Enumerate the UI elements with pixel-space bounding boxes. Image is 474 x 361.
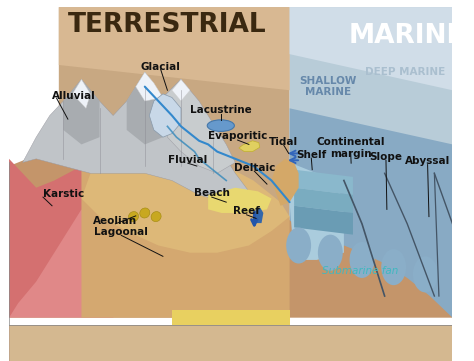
Polygon shape xyxy=(208,188,272,213)
Polygon shape xyxy=(59,7,290,224)
Polygon shape xyxy=(290,7,453,90)
Text: Beach: Beach xyxy=(194,188,230,199)
Polygon shape xyxy=(127,72,163,144)
Polygon shape xyxy=(82,152,290,253)
Ellipse shape xyxy=(413,256,438,292)
Text: Alluvial: Alluvial xyxy=(52,91,96,101)
Polygon shape xyxy=(136,72,163,101)
Polygon shape xyxy=(294,188,353,213)
Text: Submarine fan: Submarine fan xyxy=(321,266,398,277)
Ellipse shape xyxy=(207,120,234,131)
Text: DEEP MARINE: DEEP MARINE xyxy=(365,67,445,77)
Ellipse shape xyxy=(286,227,311,264)
Polygon shape xyxy=(23,72,254,202)
Polygon shape xyxy=(290,7,453,318)
Text: Reef: Reef xyxy=(233,206,260,216)
Text: Fluvial: Fluvial xyxy=(168,155,208,165)
Polygon shape xyxy=(9,159,100,318)
Polygon shape xyxy=(59,7,290,90)
Text: TERRESTRIAL: TERRESTRIAL xyxy=(68,12,267,38)
Polygon shape xyxy=(149,94,181,137)
Polygon shape xyxy=(253,208,264,223)
Text: Glacial: Glacial xyxy=(141,62,181,72)
Polygon shape xyxy=(64,79,100,144)
Ellipse shape xyxy=(128,212,138,222)
Text: Abyssal: Abyssal xyxy=(405,156,450,166)
Polygon shape xyxy=(294,170,353,195)
Polygon shape xyxy=(172,310,290,325)
Polygon shape xyxy=(172,79,190,101)
Polygon shape xyxy=(272,159,299,206)
Text: MARINE: MARINE xyxy=(349,23,465,49)
Polygon shape xyxy=(163,79,235,173)
Polygon shape xyxy=(294,206,353,235)
Polygon shape xyxy=(239,141,260,152)
Polygon shape xyxy=(290,108,453,318)
Ellipse shape xyxy=(381,249,406,285)
Polygon shape xyxy=(290,162,344,260)
Text: Lacustrine: Lacustrine xyxy=(190,105,252,115)
Text: Deltaic: Deltaic xyxy=(234,162,275,173)
Text: Evaporitic: Evaporitic xyxy=(208,131,267,142)
Polygon shape xyxy=(82,162,290,318)
Text: Shelf: Shelf xyxy=(296,149,327,160)
Ellipse shape xyxy=(318,235,343,271)
Ellipse shape xyxy=(349,242,374,278)
Polygon shape xyxy=(9,209,127,318)
Text: Karstic: Karstic xyxy=(43,189,84,199)
Polygon shape xyxy=(9,134,453,318)
Text: Aeolian: Aeolian xyxy=(93,216,137,226)
Polygon shape xyxy=(9,325,453,361)
Text: Tidal: Tidal xyxy=(269,136,298,147)
Ellipse shape xyxy=(140,208,150,218)
Text: Continental
margin: Continental margin xyxy=(317,137,385,159)
Text: SHALLOW
MARINE: SHALLOW MARINE xyxy=(300,76,357,97)
Ellipse shape xyxy=(151,212,161,222)
Text: Slope: Slope xyxy=(369,152,402,162)
Text: Lagoonal: Lagoonal xyxy=(94,227,148,238)
Polygon shape xyxy=(73,79,91,108)
